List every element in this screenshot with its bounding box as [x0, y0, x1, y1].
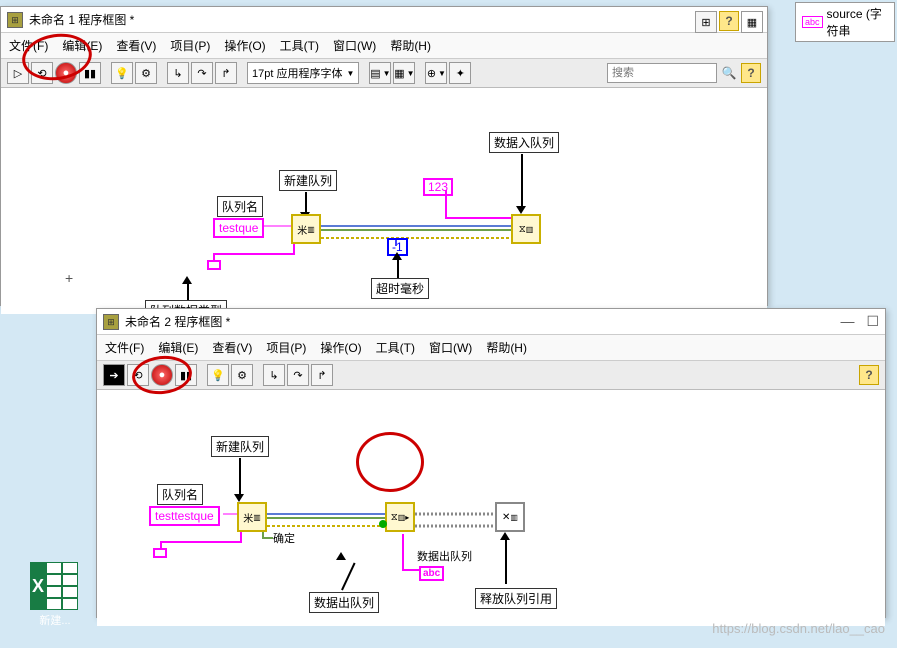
- canvas-1[interactable]: 数据入队列 新建队列 队列名 testque 123 米▥ ⧖▥ -1 超时毫秒…: [1, 88, 767, 314]
- canvas-2[interactable]: 新建队列 队列名 testtestque 米▥ 确定 ⧖▥▸ 数据出队列 ✕▥ …: [97, 390, 885, 626]
- node-enqueue[interactable]: ⧖▥: [511, 214, 541, 244]
- menubar-1: 文件(F) 编辑(E) 查看(V) 项目(P) 操作(O) 工具(T) 窗口(W…: [1, 33, 767, 59]
- pause-button[interactable]: ▮▮: [79, 62, 101, 84]
- node-obtain-queue[interactable]: 米▥: [291, 214, 321, 244]
- align-button[interactable]: ▤▼: [369, 62, 391, 84]
- exec-highlight-dot: [379, 520, 387, 528]
- source-title: source (字符串: [827, 5, 888, 39]
- menu-project[interactable]: 项目(P): [170, 37, 210, 54]
- window-1-title: 未命名 1 程序框图 *: [29, 11, 134, 28]
- window-controls-2[interactable]: —☐: [840, 313, 879, 330]
- step-out-button[interactable]: ↱: [215, 62, 237, 84]
- highlight-button-2[interactable]: 💡: [207, 364, 229, 386]
- toolbar-2: ➔ ⟲ ● ▮▮ 💡 ⚙ ↳ ↷ ↱ ?: [97, 361, 885, 390]
- tb-mini-help[interactable]: ?: [719, 11, 739, 31]
- labview-icon-2: ⊞: [103, 314, 119, 330]
- watermark: https://blog.csdn.net/lao__cao: [712, 621, 885, 636]
- menu2-help[interactable]: 帮助(H): [486, 339, 527, 356]
- abc-icon: abc: [802, 16, 823, 28]
- menu-view[interactable]: 查看(V): [116, 37, 156, 54]
- node2-dequeue[interactable]: ⧖▥▸: [385, 502, 415, 532]
- toolbar-1: ▷ ⟲ ● ▮▮ 💡 ⚙ ↳ ↷ ↱ 17pt 应用程序字体▼ ▤▼ ▦▼ ⊕▼…: [1, 59, 767, 88]
- node2-obtain[interactable]: 米▥: [237, 502, 267, 532]
- label-queuename: 队列名: [217, 196, 263, 217]
- menu2-file[interactable]: 文件(F): [105, 339, 144, 356]
- excel-label: 新建...: [30, 612, 80, 628]
- tb-mini-1[interactable]: ⊞: [695, 11, 717, 33]
- arrow-newqueue: [305, 192, 307, 212]
- run-button-2[interactable]: ➔: [103, 364, 125, 386]
- label2-confirm: 确定: [273, 530, 295, 546]
- const-testque[interactable]: testque: [213, 218, 264, 238]
- arrow-timeout: [397, 260, 399, 280]
- step-in-2[interactable]: ↳: [263, 364, 285, 386]
- arrow2-newqueue: [239, 458, 241, 494]
- menu-window[interactable]: 窗口(W): [333, 37, 376, 54]
- menu2-edit[interactable]: 编辑(E): [158, 339, 198, 356]
- const-testtestque[interactable]: testtestque: [149, 506, 220, 526]
- abort-button-2[interactable]: ●: [151, 364, 173, 386]
- window-1: ⊞ 未命名 1 程序框图 * — 文件(F) 编辑(E) 查看(V) 项目(P)…: [0, 6, 768, 306]
- run-cont-button[interactable]: ⟲: [31, 62, 53, 84]
- menu-help[interactable]: 帮助(H): [390, 37, 431, 54]
- abort-button[interactable]: ●: [55, 62, 77, 84]
- label2-dequeue-inline: 数据出队列: [417, 548, 472, 564]
- node2-release[interactable]: ✕▥: [495, 502, 525, 532]
- retain-button-2[interactable]: ⚙: [231, 364, 253, 386]
- arrow2-release: [505, 540, 507, 584]
- menu2-tools[interactable]: 工具(T): [376, 339, 415, 356]
- menu-tools[interactable]: 工具(T): [280, 37, 319, 54]
- run-cont-button-2[interactable]: ⟲: [127, 364, 149, 386]
- abc-indicator[interactable]: abc: [419, 566, 444, 581]
- datatype-terminal-2[interactable]: [153, 548, 167, 558]
- search-input[interactable]: [607, 63, 717, 83]
- excel-desktop-icon[interactable]: X 新建...: [30, 562, 80, 628]
- step-in-button[interactable]: ↳: [167, 62, 189, 84]
- label-newqueue: 新建队列: [279, 170, 337, 191]
- label2-release: 释放队列引用: [475, 588, 557, 609]
- labview-icon: ⊞: [7, 12, 23, 28]
- step-over-2[interactable]: ↷: [287, 364, 309, 386]
- font-dropdown[interactable]: 17pt 应用程序字体▼: [247, 62, 359, 84]
- retain-button[interactable]: ⚙: [135, 62, 157, 84]
- pause-button-2[interactable]: ▮▮: [175, 364, 197, 386]
- titlebar-2: ⊞ 未命名 2 程序框图 * —☐: [97, 309, 885, 335]
- arrow-enqueue: [521, 154, 523, 206]
- step-over-button[interactable]: ↷: [191, 62, 213, 84]
- datatype-terminal[interactable]: [207, 260, 221, 270]
- menu-operate[interactable]: 操作(O): [224, 37, 265, 54]
- const-123[interactable]: 123: [423, 178, 453, 196]
- search-box: 🔍 ?: [607, 63, 761, 83]
- menu2-project[interactable]: 项目(P): [266, 339, 306, 356]
- highlight-button[interactable]: 💡: [111, 62, 133, 84]
- step-out-2[interactable]: ↱: [311, 364, 333, 386]
- window-2: ⊞ 未命名 2 程序框图 * —☐ 文件(F) 编辑(E) 查看(V) 项目(P…: [96, 308, 886, 618]
- menubar-2: 文件(F) 编辑(E) 查看(V) 项目(P) 操作(O) 工具(T) 窗口(W…: [97, 335, 885, 361]
- window-2-title: 未命名 2 程序框图 *: [125, 313, 230, 330]
- menu2-window[interactable]: 窗口(W): [429, 339, 472, 356]
- arrow2-dequeue: [341, 560, 343, 590]
- run-button[interactable]: ▷: [7, 62, 29, 84]
- search-icon[interactable]: 🔍: [719, 63, 739, 83]
- titlebar-1: ⊞ 未命名 1 程序框图 * —: [1, 7, 767, 33]
- distribute-button[interactable]: ▦▼: [393, 62, 415, 84]
- label2-newqueue: 新建队列: [211, 436, 269, 457]
- label2-queuename: 队列名: [157, 484, 203, 505]
- reorder-button[interactable]: ⊕▼: [425, 62, 447, 84]
- cleanup-button[interactable]: ✦: [449, 62, 471, 84]
- label2-dequeue: 数据出队列: [309, 592, 379, 613]
- tb-mini-2[interactable]: ▦: [741, 11, 763, 33]
- cursor-cross: +: [65, 270, 73, 286]
- help-button-2[interactable]: ?: [859, 365, 879, 385]
- menu-file[interactable]: 文件(F): [9, 37, 48, 54]
- menu2-view[interactable]: 查看(V): [212, 339, 252, 356]
- help-button[interactable]: ?: [741, 63, 761, 83]
- menu2-operate[interactable]: 操作(O): [320, 339, 361, 356]
- label-enqueue: 数据入队列: [489, 132, 559, 153]
- menu-edit[interactable]: 编辑(E): [62, 37, 102, 54]
- label-timeout: 超时毫秒: [371, 278, 429, 299]
- source-window-fragment: abc source (字符串: [795, 2, 895, 42]
